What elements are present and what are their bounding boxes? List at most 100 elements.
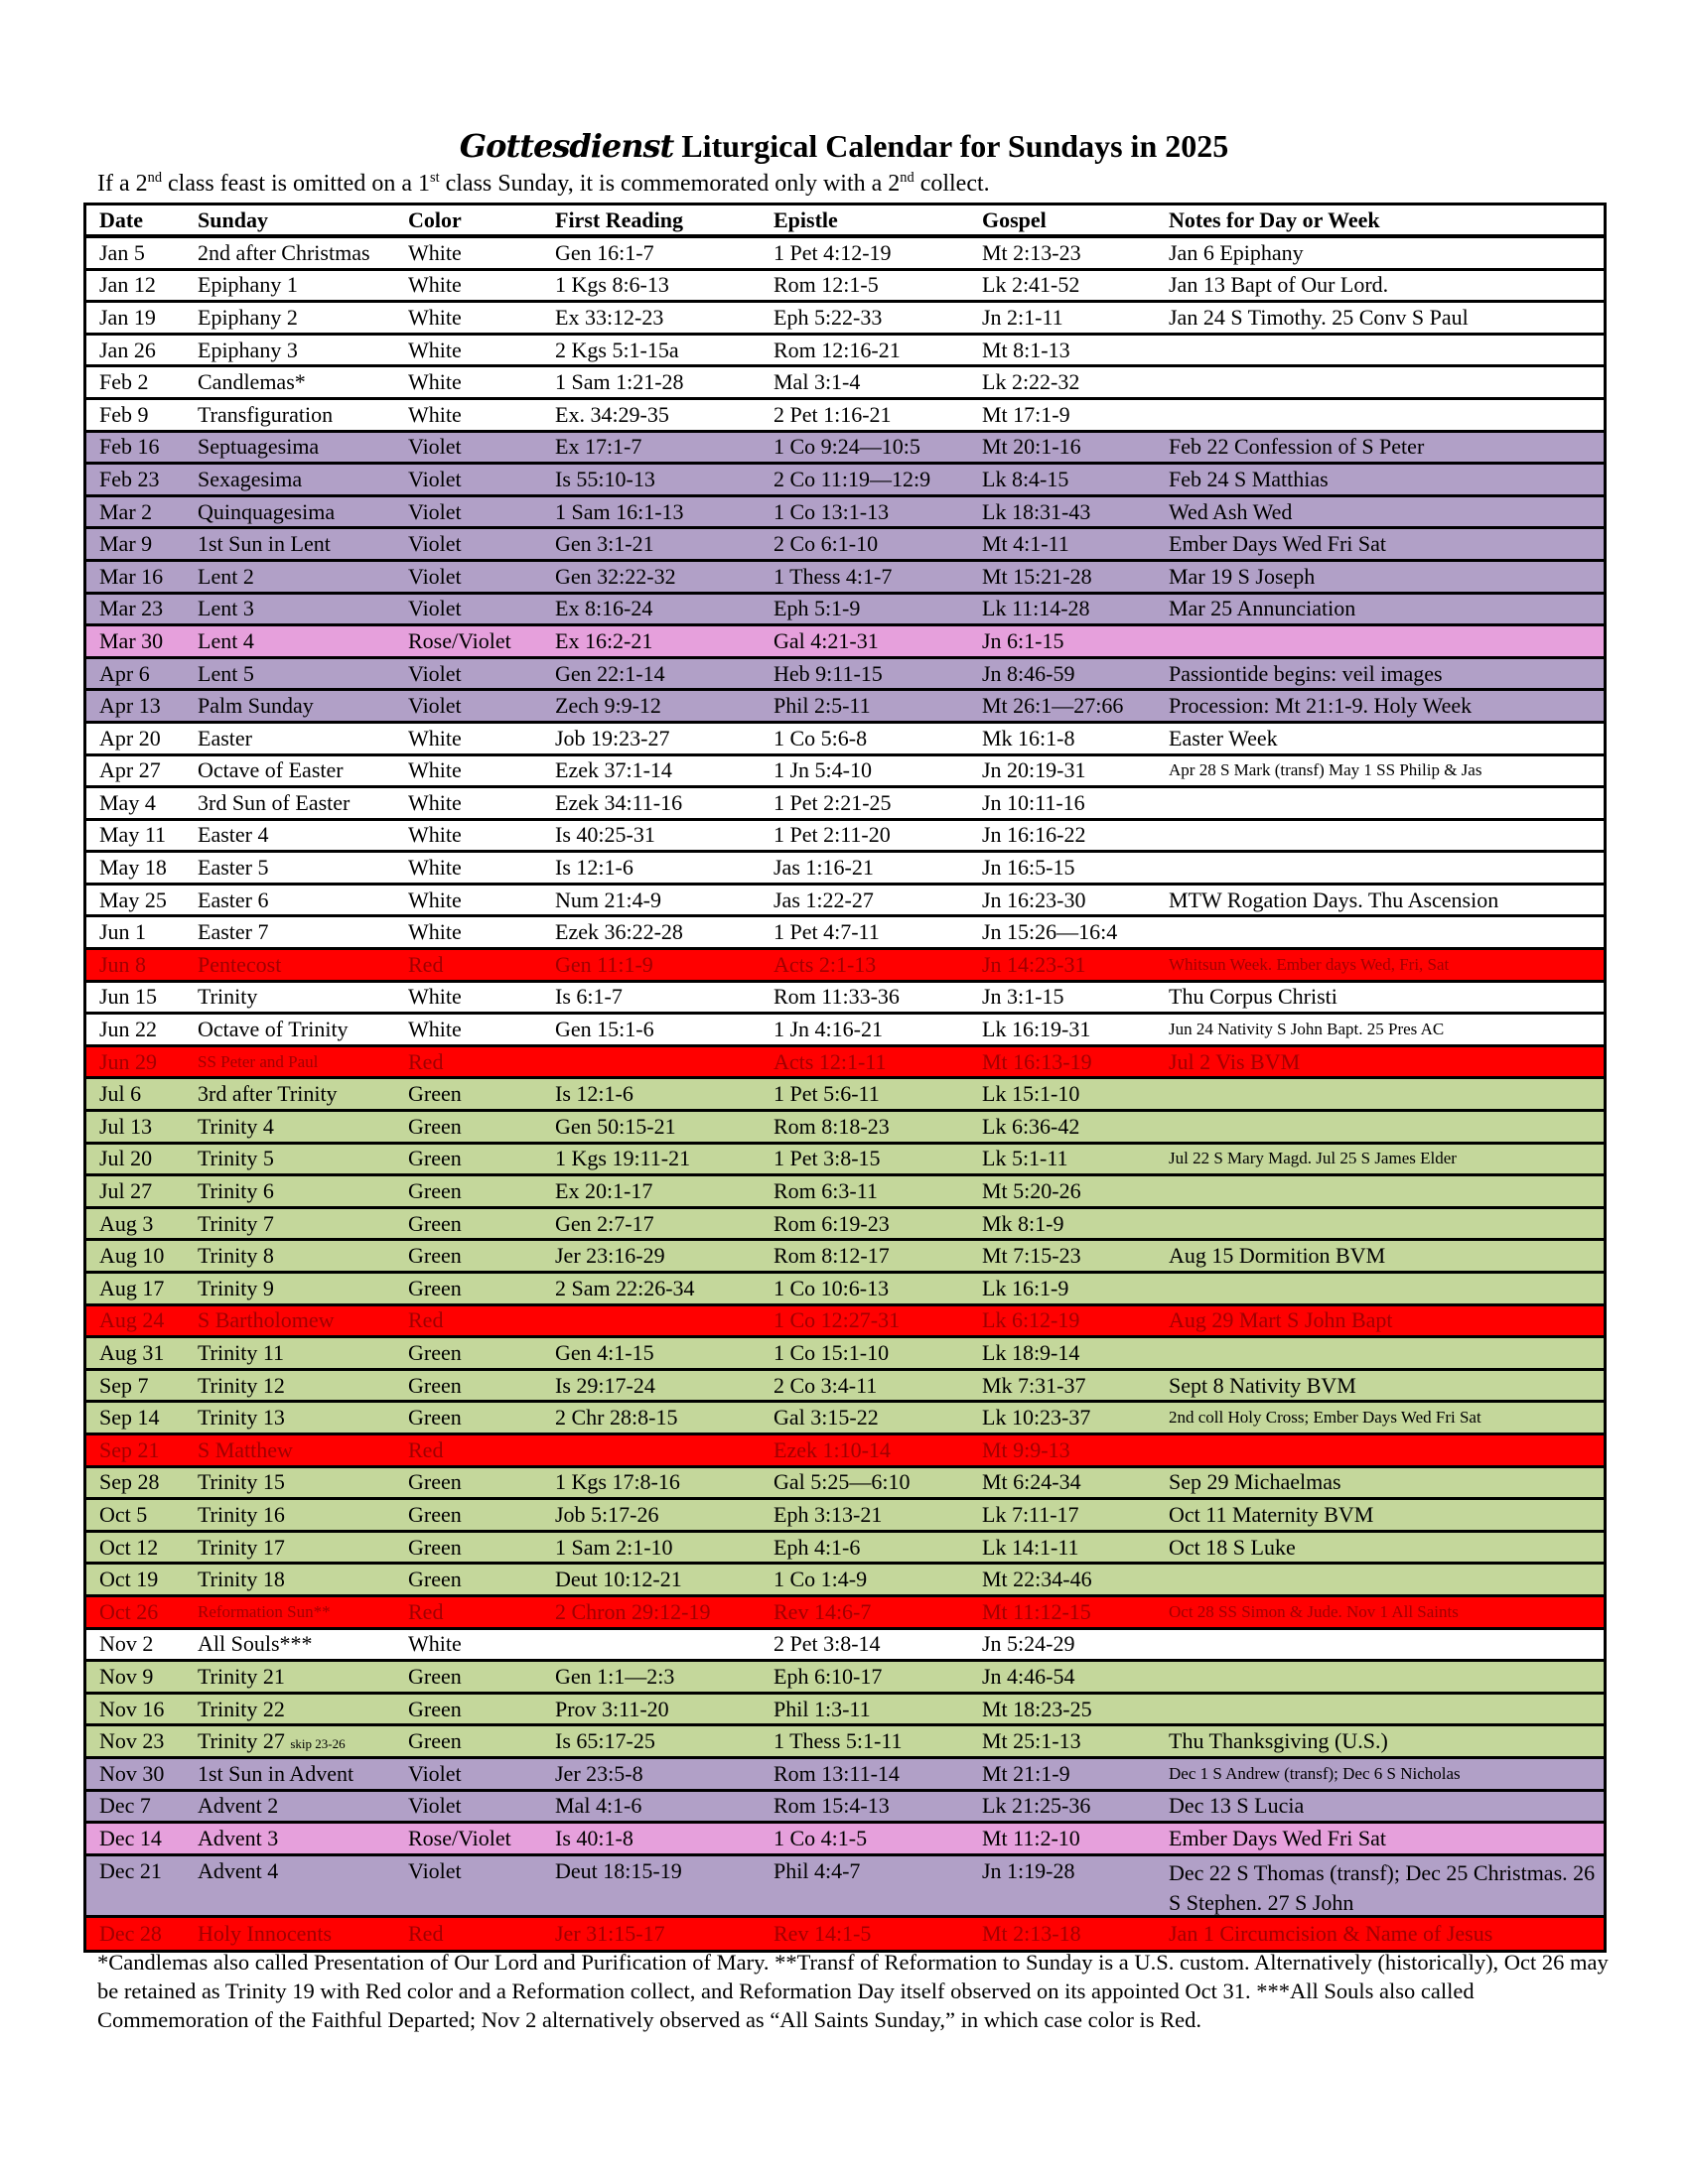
cell-first-reading: Ex. 34:29-35: [555, 402, 774, 428]
gospel-text: Mk 8:1-9: [982, 1210, 1064, 1236]
date-text: Feb 16: [99, 434, 160, 460]
cell-gospel: Lk 2:22-32: [982, 369, 1169, 395]
cell-first-reading: Gen 50:15-21: [555, 1114, 774, 1140]
cell-color: Green: [408, 1373, 555, 1399]
first-reading-text: 2 Chr 28:8-15: [555, 1405, 678, 1431]
color-text: Green: [408, 1696, 462, 1721]
gospel-text: Mt 7:15-23: [982, 1243, 1081, 1269]
date-text: Jul 6: [99, 1081, 142, 1107]
color-text: White: [408, 725, 462, 751]
cell-epistle: Rev 14:1-5: [774, 1921, 982, 1947]
cell-gospel: Lk 8:4-15: [982, 467, 1169, 492]
cell-date: Feb 16: [86, 434, 198, 460]
first-reading-text: Gen 16:1-7: [555, 239, 654, 265]
cell-epistle: 1 Co 1:4-9: [774, 1567, 982, 1592]
gospel-text: Mt 2:13-23: [982, 239, 1081, 265]
cell-color: White: [408, 240, 555, 266]
color-text: Green: [408, 1113, 462, 1139]
gospel-text: Jn 16:5-15: [982, 855, 1075, 881]
cell-epistle: 1 Thess 4:1-7: [774, 564, 982, 590]
cell-first-reading: Gen 4:1-15: [555, 1340, 774, 1366]
cell-sunday: Epiphany 1: [198, 272, 408, 298]
notes-text: Oct 11 Maternity BVM: [1169, 1501, 1374, 1527]
sunday-text: Pentecost: [198, 951, 282, 977]
cell-gospel: Jn 14:23-31: [982, 952, 1169, 978]
notes-text: Oct 18 S Luke: [1169, 1534, 1296, 1560]
gospel-text: Mk 16:1-8: [982, 725, 1075, 751]
cell-gospel: Mt 9:9-13: [982, 1437, 1169, 1463]
cell-date: Nov 2: [86, 1631, 198, 1657]
notes-text: MTW Rogation Days. Thu Ascension: [1169, 887, 1499, 912]
cell-first-reading: Prov 3:11-20: [555, 1697, 774, 1722]
cell-gospel: Jn 3:1-15: [982, 984, 1169, 1010]
sunday-text: Easter 5: [198, 855, 269, 881]
cell-color: White: [408, 726, 555, 751]
cell-first-reading: 2 Chron 29:12-19: [555, 1599, 774, 1625]
cell-date: Apr 13: [86, 693, 198, 719]
cell-notes: Jul 22 S Mary Magd. Jul 25 S James Elder: [1169, 1144, 1604, 1173]
cell-sunday: Pentecost: [198, 952, 408, 978]
date-text: Mar 9: [99, 531, 153, 557]
cell-sunday: Trinity 9: [198, 1276, 408, 1301]
cell-sunday: Lent 4: [198, 628, 408, 654]
sunday-text: Trinity 15: [198, 1469, 285, 1495]
cell-epistle: Rom 12:16-21: [774, 338, 982, 363]
color-text: Green: [408, 1372, 462, 1398]
cell-epistle: Eph 4:1-6: [774, 1535, 982, 1561]
color-text: Violet: [408, 466, 462, 491]
date-text: Jun 22: [99, 1017, 158, 1042]
gospel-text: Jn 14:23-31: [982, 951, 1086, 977]
epistle-text: 1 Co 12:27-31: [774, 1307, 901, 1333]
sunday-text: Trinity 16: [198, 1501, 285, 1527]
notes-text: Dec 1 S Andrew (transf); Dec 6 S Nichola…: [1169, 1763, 1461, 1783]
epistle-text: Phil 4:4-7: [774, 1857, 861, 1883]
first-reading-text: Is 40:1-8: [555, 1825, 633, 1850]
date-text: Dec 14: [99, 1825, 162, 1850]
color-text: Green: [408, 1501, 462, 1527]
table-row: Oct 5 Trinity 16 Green Job 5:17-26 Eph 3:13-…: [86, 1500, 1604, 1533]
first-reading-text: 2 Sam 22:26-34: [555, 1275, 695, 1300]
cell-date: Jun 29: [86, 1049, 198, 1075]
date-text: May 25: [99, 887, 167, 912]
header-date: Date: [99, 206, 143, 232]
cell-sunday: Transfiguration: [198, 402, 408, 428]
cell-sunday: Trinity 22: [198, 1697, 408, 1722]
epistle-text: 1 Co 13:1-13: [774, 498, 890, 524]
epistle-text: 1 Co 9:24—10:5: [774, 434, 920, 460]
color-text: Green: [408, 1469, 462, 1495]
cell-first-reading: 1 Kgs 17:8-16: [555, 1469, 774, 1495]
notes-text: Oct 28 SS Simon & Jude. Nov 1 All Saints: [1169, 1601, 1459, 1621]
first-reading-text: Zech 9:9-12: [555, 693, 661, 719]
table-row: Aug 31 Trinity 11 Green Gen 4:1-15 1 Co 15:1…: [86, 1338, 1604, 1371]
cell-gospel: Mt 16:13-19: [982, 1049, 1169, 1075]
cell-notes: Sep 29 Michaelmas: [1169, 1467, 1604, 1497]
gospel-text: Lk 10:23-37: [982, 1405, 1091, 1431]
cell-gospel: Lk 18:31-43: [982, 499, 1169, 525]
sunday-text: Easter 6: [198, 887, 269, 912]
header-epistle: Epistle: [774, 206, 838, 232]
cell-first-reading: 2 Kgs 5:1-15a: [555, 338, 774, 363]
cell-epistle: Eph 6:10-17: [774, 1664, 982, 1690]
cell-color: Green: [408, 1728, 555, 1754]
cell-color: White: [408, 919, 555, 945]
cell-color: Violet: [408, 531, 555, 557]
cell-gospel: Jn 6:1-15: [982, 628, 1169, 654]
gospel-text: Lk 16:1-9: [982, 1275, 1069, 1300]
cell-color: Green: [408, 1469, 555, 1495]
cell-color: Violet: [408, 1858, 555, 1884]
table-row: Dec 28 Holy Innocents Red Jer 31:15-17 Rev 1…: [86, 1917, 1604, 1951]
cell-first-reading: Is 12:1-6: [555, 855, 774, 881]
cell-notes: Passiontide begins: veil images: [1169, 659, 1604, 689]
color-text: Green: [408, 1405, 462, 1431]
cell-sunday: Lent 5: [198, 661, 408, 687]
header-gospel: Gospel: [982, 206, 1047, 232]
color-text: Green: [408, 1275, 462, 1300]
sunday-text: Sexagesima: [198, 466, 303, 491]
cell-first-reading: 1 Sam 2:1-10: [555, 1535, 774, 1561]
cell-gospel: Lk 14:1-11: [982, 1535, 1169, 1561]
cell-epistle: Phil 4:4-7: [774, 1858, 982, 1884]
color-text: Violet: [408, 563, 462, 589]
notes-text: Sept 8 Nativity BVM: [1169, 1372, 1356, 1398]
cell-date: Sep 7: [86, 1373, 198, 1399]
cell-epistle: 2 Co 11:19—12:9: [774, 467, 982, 492]
